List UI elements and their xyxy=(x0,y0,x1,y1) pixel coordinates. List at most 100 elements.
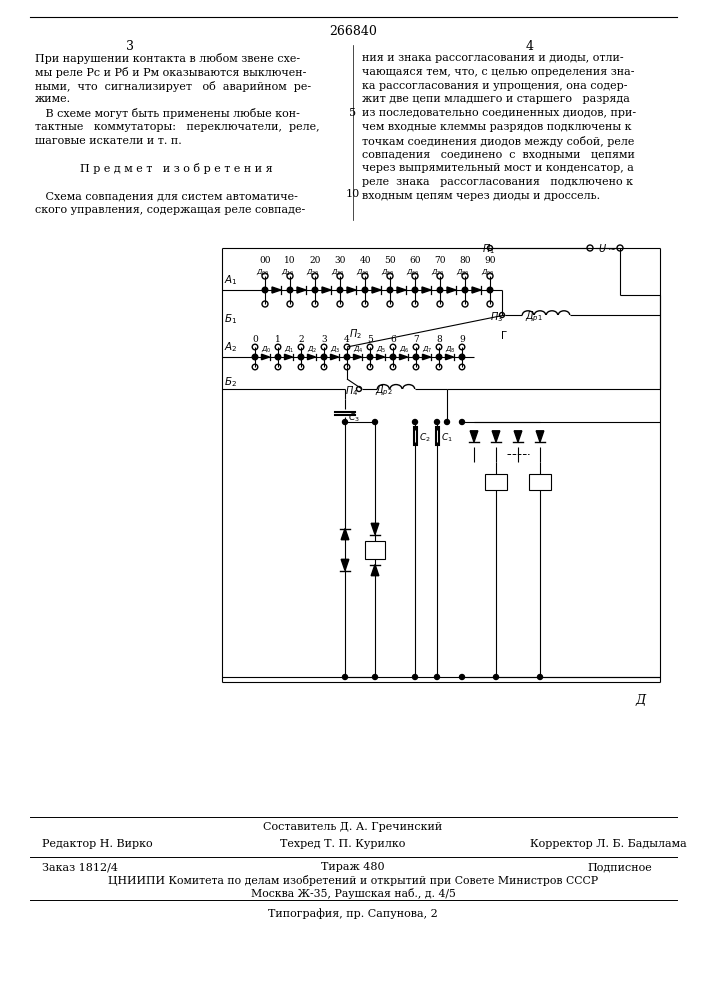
Circle shape xyxy=(362,287,368,293)
Text: Д: Д xyxy=(635,694,645,707)
Text: 80: 80 xyxy=(460,256,471,265)
Polygon shape xyxy=(354,354,361,360)
Polygon shape xyxy=(371,564,379,576)
Text: 6: 6 xyxy=(390,335,396,344)
Text: 1: 1 xyxy=(275,335,281,344)
Circle shape xyxy=(435,420,440,424)
Circle shape xyxy=(387,287,393,293)
Text: $Д_{80}$: $Д_{80}$ xyxy=(456,268,470,277)
Text: $Д_2$: $Д_2$ xyxy=(308,345,317,354)
Text: ЦНИИПИ Комитета по делам изобретений и открытий при Совете Министров СССР: ЦНИИПИ Комитета по делам изобретений и о… xyxy=(108,875,598,886)
Text: $P_б$: $P_б$ xyxy=(534,475,546,487)
Text: $Д_7$: $Д_7$ xyxy=(422,345,433,354)
Circle shape xyxy=(412,420,418,424)
Polygon shape xyxy=(372,287,381,293)
Polygon shape xyxy=(472,287,481,293)
Text: 10: 10 xyxy=(346,189,360,199)
Bar xyxy=(529,474,551,490)
Text: $П_3$: $П_3$ xyxy=(490,310,503,324)
Polygon shape xyxy=(371,523,379,534)
Text: 00: 00 xyxy=(259,256,271,265)
Polygon shape xyxy=(470,431,478,442)
Text: 3: 3 xyxy=(126,40,134,53)
Circle shape xyxy=(460,354,464,360)
Circle shape xyxy=(435,674,440,680)
Text: чем входные клеммы разрядов подключены к: чем входные клеммы разрядов подключены к xyxy=(362,122,631,132)
Polygon shape xyxy=(536,431,544,442)
Text: 70: 70 xyxy=(434,256,445,265)
Text: $Б_1$: $Б_1$ xyxy=(224,312,237,326)
Text: шаговые искатели и т. п.: шаговые искатели и т. п. xyxy=(35,136,182,146)
Text: 2: 2 xyxy=(298,335,304,344)
Text: 266840: 266840 xyxy=(329,25,377,38)
Polygon shape xyxy=(341,528,349,540)
Polygon shape xyxy=(262,354,269,360)
Text: ными,  что  сигнализирует   об  аварийном  ре-: ными, что сигнализирует об аварийном ре- xyxy=(35,81,311,92)
Text: $Д_6$: $Д_6$ xyxy=(399,345,410,354)
Text: $Д_{р2}$: $Д_{р2}$ xyxy=(375,384,393,398)
Polygon shape xyxy=(377,354,385,360)
Text: 5: 5 xyxy=(367,335,373,344)
Text: $C_1$: $C_1$ xyxy=(441,432,452,444)
Text: 5: 5 xyxy=(349,108,356,118)
Text: 20: 20 xyxy=(310,256,321,265)
Text: ского управления, содержащая реле совпаде-: ского управления, содержащая реле совпад… xyxy=(35,205,305,215)
Text: мы реле Рс и Рб и Рм оказываются выключен-: мы реле Рс и Рб и Рм оказываются выключе… xyxy=(35,67,306,78)
Text: 3: 3 xyxy=(321,335,327,344)
Polygon shape xyxy=(322,287,331,293)
Circle shape xyxy=(537,674,542,680)
Polygon shape xyxy=(284,354,293,360)
Text: $Д_5$: $Д_5$ xyxy=(376,345,387,354)
Polygon shape xyxy=(297,287,306,293)
Text: $Д_{10}$: $Д_{10}$ xyxy=(281,268,295,277)
Polygon shape xyxy=(308,354,315,360)
Text: $Д_{20}$: $Д_{20}$ xyxy=(306,268,320,277)
Circle shape xyxy=(321,354,327,360)
Polygon shape xyxy=(347,287,356,293)
Bar xyxy=(485,474,507,490)
Text: Корректор Л. Б. Бадылама: Корректор Л. Б. Бадылама xyxy=(530,839,686,849)
Text: тактные   коммутаторы:   переключатели,  реле,: тактные коммутаторы: переключатели, реле… xyxy=(35,122,320,132)
Text: $P_c$: $P_c$ xyxy=(370,542,380,555)
Text: В схеме могут быть применены любые кон-: В схеме могут быть применены любые кон- xyxy=(35,108,300,119)
Circle shape xyxy=(373,674,378,680)
Circle shape xyxy=(337,287,343,293)
Circle shape xyxy=(252,354,258,360)
Text: $Д_{40}$: $Д_{40}$ xyxy=(356,268,370,277)
Polygon shape xyxy=(422,287,431,293)
Polygon shape xyxy=(445,354,453,360)
Circle shape xyxy=(390,354,396,360)
Text: $Д_0$: $Д_0$ xyxy=(261,345,271,354)
Text: П р е д м е т   и з о б р е т е н и я: П р е д м е т и з о б р е т е н и я xyxy=(80,163,273,174)
Circle shape xyxy=(413,354,419,360)
Text: Типография, пр. Сапунова, 2: Типография, пр. Сапунова, 2 xyxy=(268,908,438,919)
Text: ния и знака рассогласования и диоды, отли-: ния и знака рассогласования и диоды, отл… xyxy=(362,53,624,63)
Text: Техред Т. П. Курилко: Техред Т. П. Курилко xyxy=(280,839,405,849)
Text: $C_2$: $C_2$ xyxy=(419,432,431,444)
Text: 50: 50 xyxy=(384,256,396,265)
Text: Тираж 480: Тираж 480 xyxy=(321,862,385,872)
Circle shape xyxy=(342,420,348,424)
Text: 4: 4 xyxy=(344,335,350,344)
Circle shape xyxy=(487,287,493,293)
Text: 8: 8 xyxy=(436,335,442,344)
Text: $Д_{90}$: $Д_{90}$ xyxy=(481,268,495,277)
Text: 0: 0 xyxy=(252,335,258,344)
Text: $Б_2$: $Б_2$ xyxy=(224,375,237,389)
Text: $Д_{60}$: $Д_{60}$ xyxy=(406,268,420,277)
Text: жиме.: жиме. xyxy=(35,94,71,104)
Circle shape xyxy=(412,287,418,293)
Text: $C_3$: $C_3$ xyxy=(348,411,360,424)
Text: Схема совпадения для систем автоматиче-: Схема совпадения для систем автоматиче- xyxy=(35,191,298,201)
Text: 90: 90 xyxy=(484,256,496,265)
Circle shape xyxy=(462,287,468,293)
Circle shape xyxy=(312,287,318,293)
Bar xyxy=(365,540,385,558)
Text: 10: 10 xyxy=(284,256,296,265)
Text: $P_м$: $P_м$ xyxy=(490,475,502,487)
Circle shape xyxy=(436,354,442,360)
Polygon shape xyxy=(272,287,281,293)
Text: 9: 9 xyxy=(459,335,465,344)
Circle shape xyxy=(262,287,268,293)
Polygon shape xyxy=(514,431,522,442)
